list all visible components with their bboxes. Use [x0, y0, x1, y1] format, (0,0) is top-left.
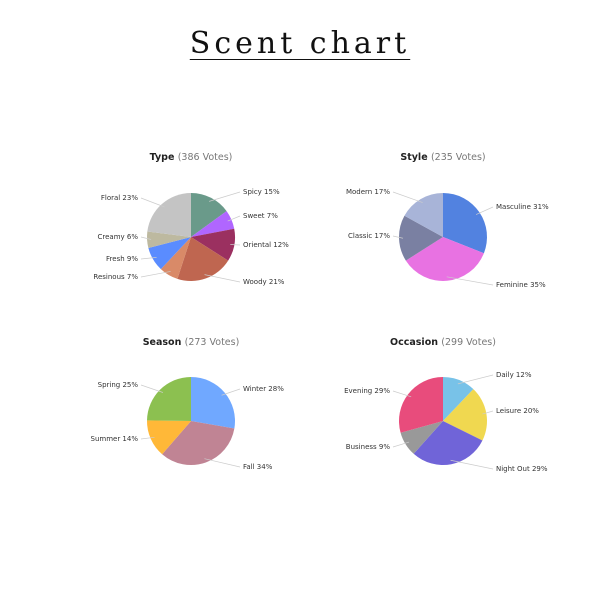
chart-title: Season (273 Votes)	[143, 337, 240, 348]
pie-slice-woody[interactable]	[177, 237, 229, 281]
chart-title-name: Occasion	[390, 337, 441, 348]
leader-line	[204, 274, 241, 283]
chart-title-name: Season	[143, 337, 185, 348]
leader-line	[392, 235, 404, 239]
chart-vote-count: (235 Votes)	[431, 152, 486, 163]
pie-slice-fresh[interactable]	[148, 237, 191, 270]
leader-line	[227, 215, 241, 222]
pie-slice-sweet[interactable]	[191, 211, 235, 237]
page-title-text: Scent chart	[189, 26, 411, 61]
leader-line	[457, 374, 494, 385]
slice-label: Creamy 6%	[98, 233, 139, 241]
slice-label: Resinous 7%	[93, 273, 138, 281]
pie-slice-masculine[interactable]	[443, 193, 487, 254]
slice-label: Winter 28%	[243, 385, 284, 393]
slice-label: Fall 34%	[243, 463, 273, 471]
pie-slice-leisure[interactable]	[443, 389, 487, 441]
slice-label: Spicy 15%	[243, 188, 280, 196]
slice-label: Woody 21%	[243, 278, 285, 286]
slice-label: Modern 17%	[346, 188, 390, 196]
chart-title-name: Type	[150, 152, 178, 163]
slice-label: Night Out 29%	[496, 465, 548, 473]
pie-slice-evening[interactable]	[399, 377, 443, 433]
pie-slice-daily[interactable]	[443, 377, 474, 421]
leader-line	[140, 384, 164, 393]
chart-vote-count: (299 Votes)	[441, 337, 496, 348]
leader-line	[446, 276, 494, 286]
leader-line	[392, 191, 423, 203]
pie-slice-spicy[interactable]	[191, 193, 227, 237]
pie-slice-resinous[interactable]	[160, 237, 191, 279]
slice-label: Daily 12%	[496, 371, 532, 379]
slice-label: Masculine 31%	[496, 203, 549, 211]
slice-label: Feminine 35%	[496, 281, 546, 289]
leader-line	[140, 271, 171, 278]
chart-vote-count: (273 Votes)	[185, 337, 240, 348]
pie-chart-type: Type (386 Votes) Spicy 15% Sweet 7% Orienta…	[93, 152, 289, 286]
chart-title: Occasion (299 Votes)	[390, 337, 496, 348]
slice-label: Leisure 20%	[496, 407, 539, 415]
slice-label: Classic 17%	[348, 232, 390, 240]
leader-line	[230, 244, 241, 246]
chart-title: Style (235 Votes)	[400, 152, 485, 163]
slice-label: Business 9%	[346, 443, 391, 451]
leader-line	[450, 459, 494, 470]
leader-line	[482, 410, 494, 415]
slice-label: Floral 23%	[101, 194, 138, 202]
leader-line	[140, 197, 165, 208]
pie-slice-spring[interactable]	[147, 377, 191, 421]
leader-line	[140, 436, 155, 440]
chart-vote-count: (386 Votes)	[178, 152, 233, 163]
leader-line	[204, 458, 241, 468]
pie-slice-classic[interactable]	[399, 215, 443, 261]
leader-line	[209, 191, 241, 202]
pie-slice-fall[interactable]	[162, 421, 235, 466]
leader-line	[392, 390, 412, 398]
pie-chart-style: Style (235 Votes) Masculine 31% Feminine 3…	[346, 152, 549, 289]
slice-label: Oriental 12%	[243, 241, 289, 249]
chart-title-name: Style	[400, 152, 431, 163]
pie-slice-modern[interactable]	[404, 193, 443, 237]
pie-slice-winter[interactable]	[191, 377, 235, 429]
slice-label: Spring 25%	[98, 381, 139, 389]
pie-slice-business[interactable]	[400, 421, 443, 454]
pie-slice-floral[interactable]	[147, 193, 191, 237]
slice-label: Evening 29%	[344, 387, 390, 395]
pie-slice-night-out[interactable]	[413, 421, 483, 465]
pie-chart-season: Season (273 Votes) Winter 28% Fall 34% Summ…	[91, 337, 285, 471]
pie-slice-feminine[interactable]	[405, 237, 484, 282]
pie-slice-creamy[interactable]	[147, 231, 191, 248]
leader-line	[392, 441, 410, 448]
leader-line	[140, 257, 157, 260]
slice-label: Summer 14%	[91, 435, 139, 443]
chart-title: Type (386 Votes)	[150, 152, 233, 163]
leader-line	[140, 236, 152, 240]
page-title: Scent chart	[0, 26, 600, 61]
pie-slice-summer[interactable]	[147, 420, 191, 455]
slice-label: Fresh 9%	[106, 255, 138, 263]
pie-chart-occasion: Occasion (299 Votes) Daily 12% Leisure 20%…	[344, 337, 548, 473]
pie-slice-oriental[interactable]	[191, 228, 236, 261]
leader-line	[475, 206, 494, 215]
slice-label: Sweet 7%	[243, 212, 278, 220]
leader-line	[221, 388, 241, 396]
